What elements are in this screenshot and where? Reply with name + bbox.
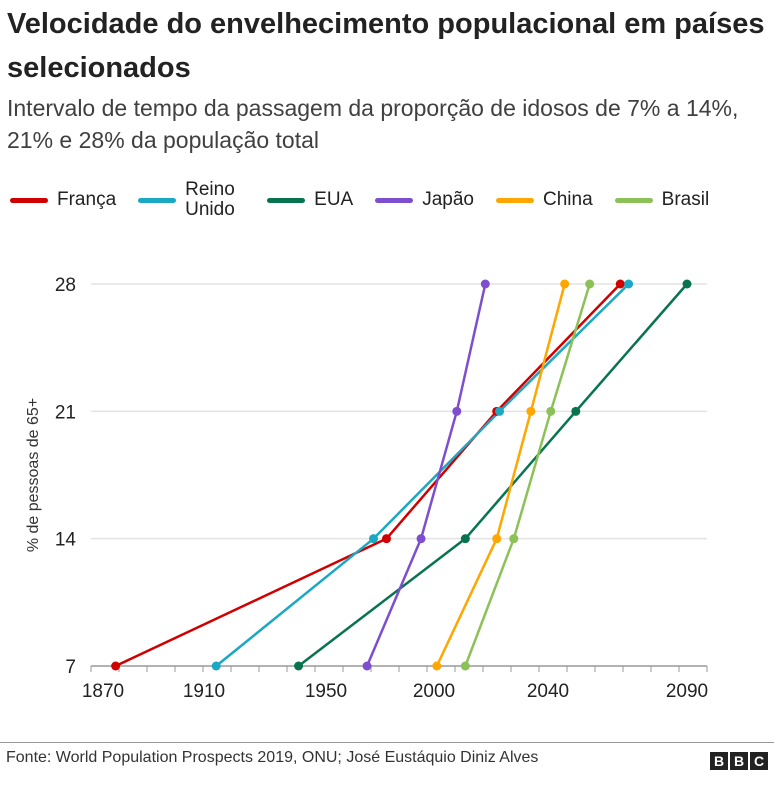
series-line [365,283,487,667]
data-point [509,534,519,544]
legend-label: Brasil [661,189,710,210]
x-tick-label: 2000 [413,681,455,702]
y-axis-label: % de pessoas de 65+ [25,398,42,552]
source-note: Fonte: World Population Prospects 2019, … [6,749,539,766]
data-point [480,279,490,289]
data-point [381,534,391,544]
x-tick-label: 2040 [527,681,569,702]
data-point [571,406,581,416]
series-line [464,283,591,667]
data-point [492,534,502,544]
footer: Fonte: World Population Prospects 2019, … [0,742,774,770]
legend-item-reino-unido: Reino Unido [138,180,245,220]
legend-label: EUA [314,189,354,210]
legend-item-eua: EUA [267,190,353,210]
legend-label: China [543,189,593,210]
line-chart: 7 14 21 28 1870 1910 1950 2000 2040 2090 % de pes… [25,275,708,702]
data-point [624,279,634,289]
legend-swatch [138,197,177,203]
data-point [294,661,304,671]
legend-swatch [10,197,48,203]
legend-label: França [57,189,117,210]
data-point [460,534,470,544]
data-point [615,279,625,289]
x-tick-label: 2090 [666,681,708,702]
y-tick-label: 7 [65,657,76,678]
legend-swatch [496,197,534,203]
chart-subtitle: Intervalo de tempo da passagem da propor… [7,95,739,153]
data-point [432,661,442,671]
legend-item-china: China [496,190,593,210]
x-tick-label: 1870 [82,681,124,702]
data-point [495,406,505,416]
data-point [560,279,570,289]
legend-label: Reino Unido [185,179,235,220]
data-point [416,534,426,544]
data-point [460,661,470,671]
data-point [546,406,556,416]
legend-swatch [614,197,653,203]
legend-swatch [375,197,414,203]
legend-item-japao: Japão [375,190,474,210]
data-point [362,661,372,671]
legend-item-franca: França [10,190,116,210]
legend-swatch [267,197,306,203]
y-tick-label: 28 [55,275,76,296]
x-tick-label: 1910 [183,681,225,702]
series-line [297,283,688,667]
legend-label: Japão [422,189,474,210]
legend-item-brasil: Brasil [614,189,710,210]
data-point [111,661,121,671]
data-point [211,661,221,671]
series-line [215,283,630,667]
data-point [452,406,462,416]
chart-title: Velocidade do envelhecimento populaciona… [7,8,765,84]
data-point [369,534,379,544]
legend: França Reino Unido EUA Japão China Brasi… [10,180,731,220]
logo-letter: C [750,752,768,770]
logo-letter: B [730,752,748,770]
series-line [435,283,566,667]
logo-letter: B [710,752,728,770]
series-line [115,283,622,668]
data-point [585,279,595,289]
y-tick-label: 21 [55,402,76,423]
y-tick-label: 14 [55,530,77,551]
data-point [526,406,536,416]
x-tick-label: 1950 [305,681,347,702]
data-point [682,279,692,289]
